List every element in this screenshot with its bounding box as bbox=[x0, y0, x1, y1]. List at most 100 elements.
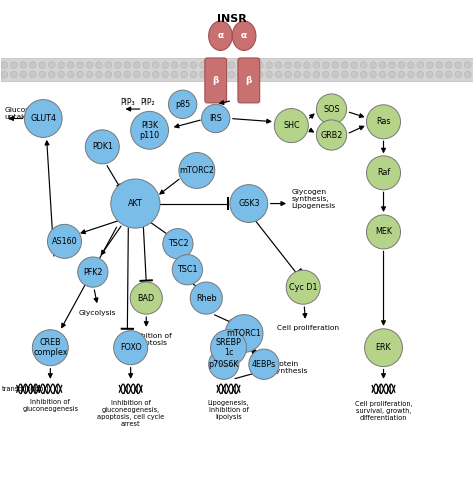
Text: Inhibition of
gluconeogenesis: Inhibition of gluconeogenesis bbox=[22, 399, 78, 412]
Circle shape bbox=[285, 62, 292, 68]
Circle shape bbox=[286, 270, 320, 304]
Circle shape bbox=[190, 282, 222, 314]
FancyBboxPatch shape bbox=[238, 58, 260, 103]
Circle shape bbox=[219, 62, 225, 68]
Text: 4EBPs: 4EBPs bbox=[252, 360, 276, 369]
Circle shape bbox=[365, 329, 402, 367]
Circle shape bbox=[114, 331, 148, 365]
FancyBboxPatch shape bbox=[0, 58, 474, 81]
Circle shape bbox=[143, 62, 150, 68]
Circle shape bbox=[85, 130, 119, 164]
Circle shape bbox=[96, 62, 102, 68]
Circle shape bbox=[190, 62, 197, 68]
Circle shape bbox=[168, 90, 197, 119]
Circle shape bbox=[58, 71, 64, 78]
Circle shape bbox=[332, 71, 338, 78]
Circle shape bbox=[247, 62, 254, 68]
Circle shape bbox=[285, 71, 292, 78]
Circle shape bbox=[341, 71, 348, 78]
Circle shape bbox=[219, 71, 225, 78]
Circle shape bbox=[417, 71, 424, 78]
Text: SOS: SOS bbox=[323, 105, 340, 114]
Circle shape bbox=[77, 62, 83, 68]
Circle shape bbox=[366, 105, 401, 139]
Text: GLUT4: GLUT4 bbox=[30, 114, 56, 123]
Text: SREBP
1c: SREBP 1c bbox=[216, 338, 241, 357]
Text: ERK: ERK bbox=[376, 343, 392, 352]
Circle shape bbox=[351, 62, 357, 68]
Text: β: β bbox=[246, 76, 252, 85]
Circle shape bbox=[200, 62, 206, 68]
Circle shape bbox=[313, 71, 319, 78]
Text: Protein
synthesis: Protein synthesis bbox=[273, 361, 308, 374]
Circle shape bbox=[162, 71, 168, 78]
Circle shape bbox=[304, 71, 310, 78]
Circle shape bbox=[398, 62, 405, 68]
Text: Cell proliferation: Cell proliferation bbox=[277, 325, 339, 331]
Circle shape bbox=[124, 71, 131, 78]
Circle shape bbox=[190, 71, 197, 78]
Text: Glycolysis: Glycolysis bbox=[79, 310, 116, 316]
Circle shape bbox=[39, 71, 46, 78]
Circle shape bbox=[228, 62, 235, 68]
FancyBboxPatch shape bbox=[205, 58, 227, 103]
Circle shape bbox=[47, 224, 82, 259]
Text: Raf: Raf bbox=[377, 168, 390, 177]
Circle shape bbox=[124, 62, 131, 68]
Circle shape bbox=[1, 62, 8, 68]
Circle shape bbox=[366, 215, 401, 249]
Circle shape bbox=[370, 71, 376, 78]
Circle shape bbox=[360, 71, 367, 78]
Text: AS160: AS160 bbox=[52, 237, 77, 246]
Circle shape bbox=[181, 71, 187, 78]
Text: PIP₃: PIP₃ bbox=[120, 98, 135, 107]
Circle shape bbox=[134, 71, 140, 78]
Circle shape bbox=[67, 62, 74, 68]
Circle shape bbox=[266, 62, 273, 68]
Text: PFK2: PFK2 bbox=[83, 268, 102, 277]
Circle shape bbox=[209, 349, 239, 380]
Circle shape bbox=[446, 71, 452, 78]
Circle shape bbox=[237, 62, 244, 68]
Circle shape bbox=[131, 111, 168, 149]
Text: FOXO: FOXO bbox=[120, 343, 142, 352]
Circle shape bbox=[210, 330, 246, 366]
Text: Cell proliferation,
survival, growth,
differentiation: Cell proliferation, survival, growth, di… bbox=[355, 401, 412, 421]
Circle shape bbox=[366, 156, 401, 190]
Circle shape bbox=[29, 71, 36, 78]
Text: GSK3: GSK3 bbox=[238, 199, 260, 208]
Circle shape bbox=[341, 62, 348, 68]
Circle shape bbox=[115, 62, 121, 68]
Text: α: α bbox=[218, 31, 224, 40]
Circle shape bbox=[200, 71, 206, 78]
Circle shape bbox=[29, 62, 36, 68]
Text: transcription: transcription bbox=[1, 386, 44, 392]
Text: Glucose
uptake: Glucose uptake bbox=[4, 107, 34, 120]
Circle shape bbox=[20, 62, 27, 68]
Circle shape bbox=[317, 120, 346, 150]
Circle shape bbox=[58, 62, 64, 68]
Circle shape bbox=[274, 109, 309, 142]
Circle shape bbox=[181, 62, 187, 68]
Text: IRS: IRS bbox=[210, 114, 222, 123]
Circle shape bbox=[153, 62, 159, 68]
Circle shape bbox=[398, 71, 405, 78]
Text: Cyc D1: Cyc D1 bbox=[289, 282, 318, 292]
Circle shape bbox=[446, 62, 452, 68]
Text: Inhibition of
gluconeogenesis,
apoptosis, cell cycle
arrest: Inhibition of gluconeogenesis, apoptosis… bbox=[97, 400, 164, 427]
Circle shape bbox=[436, 71, 443, 78]
Text: PI3K
p110: PI3K p110 bbox=[139, 121, 160, 140]
Circle shape bbox=[294, 62, 301, 68]
Circle shape bbox=[304, 62, 310, 68]
Circle shape bbox=[179, 152, 215, 188]
Circle shape bbox=[389, 71, 395, 78]
Circle shape bbox=[86, 71, 93, 78]
Text: mTORC2: mTORC2 bbox=[179, 166, 214, 175]
Circle shape bbox=[322, 71, 329, 78]
Circle shape bbox=[134, 62, 140, 68]
Circle shape bbox=[465, 62, 471, 68]
Text: Lipogenesis,
Inhibition of
lipolysis: Lipogenesis, Inhibition of lipolysis bbox=[208, 400, 249, 420]
Text: mTORC1: mTORC1 bbox=[227, 329, 262, 338]
Ellipse shape bbox=[209, 21, 232, 50]
Circle shape bbox=[322, 62, 329, 68]
